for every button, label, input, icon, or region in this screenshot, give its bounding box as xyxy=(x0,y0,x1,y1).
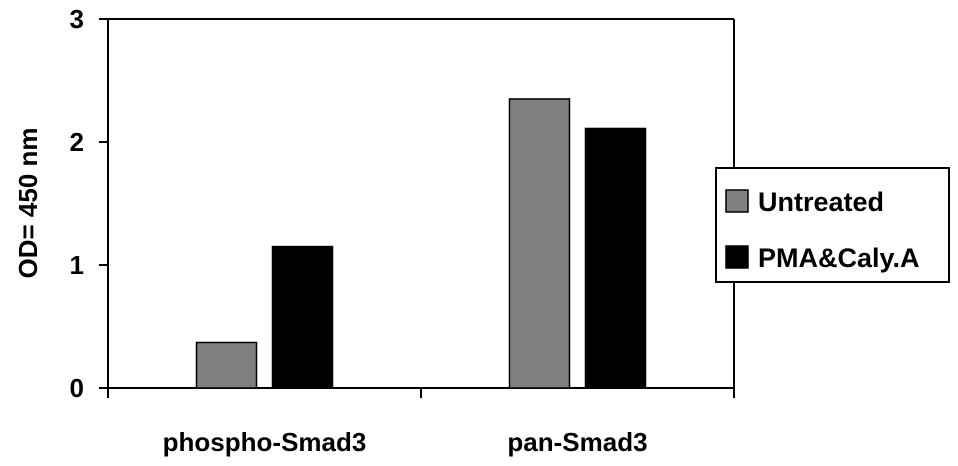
x-tick-label: pan-Smad3 xyxy=(507,427,647,457)
y-tick-label: 1 xyxy=(70,250,84,280)
bar-pma-caly-a-phospho-smad3 xyxy=(271,245,334,389)
bars xyxy=(195,98,647,389)
x-tick-labels: phospho-Smad3 pan-Smad3 xyxy=(163,427,648,457)
legend-label-pma-caly-a: PMA&Caly.A xyxy=(758,243,920,273)
y-tick-label: 0 xyxy=(70,373,84,403)
y-axis-title: OD= 450 nm xyxy=(13,127,43,278)
x-tick-label: phospho-Smad3 xyxy=(163,427,367,457)
legend-box xyxy=(715,167,950,283)
legend-swatch-pma-caly-a xyxy=(725,245,749,269)
legend-swatch-untreated xyxy=(725,189,749,213)
x-ticks xyxy=(107,388,735,398)
y-ticks: 0 1 2 3 xyxy=(70,4,108,403)
bar-pma-caly-a-pan-smad3 xyxy=(584,127,647,389)
bar-untreated-pan-smad3 xyxy=(508,98,571,389)
legend-label-untreated: Untreated xyxy=(758,187,884,217)
bar-untreated-phospho-smad3 xyxy=(195,341,258,389)
legend: Untreated PMA&Caly.A xyxy=(715,167,950,283)
y-tick-label: 3 xyxy=(70,4,84,34)
y-tick-label: 2 xyxy=(70,127,84,157)
